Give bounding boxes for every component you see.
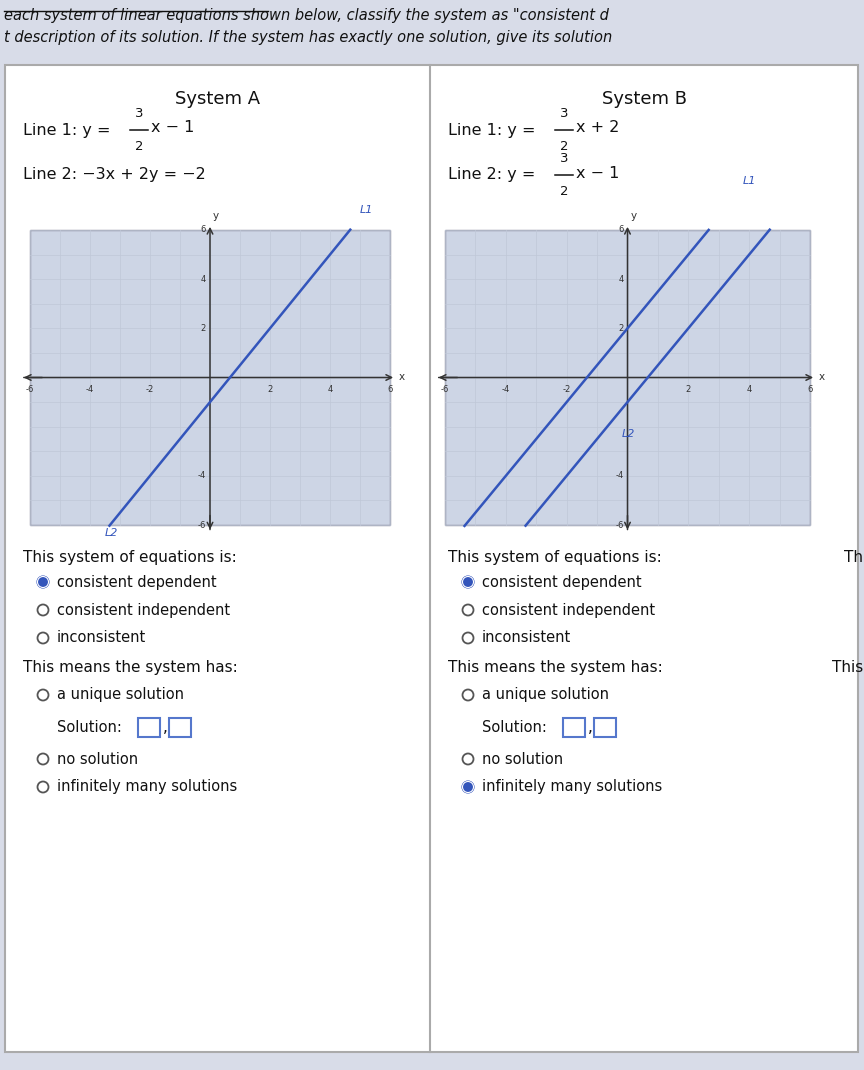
Text: x − 1: x − 1	[576, 166, 619, 181]
Text: x: x	[399, 372, 405, 382]
Text: infinitely many solutions: infinitely many solutions	[482, 780, 662, 795]
Bar	[594, 718, 616, 736]
Text: x + 2: x + 2	[576, 121, 619, 136]
Text: a unique solution: a unique solution	[482, 688, 609, 703]
Text: Solution:: Solution:	[482, 719, 547, 734]
Text: L2: L2	[105, 529, 118, 538]
Text: -6: -6	[441, 384, 449, 394]
Text: 6: 6	[387, 384, 392, 394]
Text: Th: Th	[844, 550, 863, 565]
Text: 3: 3	[560, 107, 569, 120]
Text: infinitely many solutions: infinitely many solutions	[57, 780, 238, 795]
Text: inconsistent: inconsistent	[482, 630, 571, 645]
Text: L1: L1	[743, 175, 757, 186]
Text: -6: -6	[26, 384, 35, 394]
Text: no solution: no solution	[482, 751, 563, 766]
Text: -4: -4	[86, 384, 94, 394]
Text: Line 2: −3x + 2y = −2: Line 2: −3x + 2y = −2	[23, 168, 206, 183]
Text: 6: 6	[200, 226, 206, 234]
Bar	[138, 718, 160, 736]
Text: 2: 2	[686, 384, 691, 394]
Text: ,: ,	[163, 719, 168, 734]
Text: consistent dependent: consistent dependent	[482, 575, 642, 590]
Text: System B: System B	[601, 90, 687, 108]
Bar	[445, 230, 810, 525]
Text: -4: -4	[198, 471, 206, 480]
Text: consistent independent: consistent independent	[482, 602, 655, 617]
Text: inconsistent: inconsistent	[57, 630, 146, 645]
Text: 6: 6	[618, 226, 624, 234]
Text: 2: 2	[560, 185, 569, 198]
Text: -4: -4	[615, 471, 624, 480]
Text: a unique solution: a unique solution	[57, 688, 184, 703]
Text: 2: 2	[135, 140, 143, 153]
Text: 4: 4	[619, 275, 624, 284]
Text: 2: 2	[200, 324, 206, 333]
Text: Solution:: Solution:	[57, 719, 122, 734]
Text: L1: L1	[360, 205, 373, 215]
Text: 6: 6	[807, 384, 813, 394]
Text: x: x	[819, 372, 825, 382]
Text: Line 1: y =: Line 1: y =	[448, 122, 536, 138]
Text: each system of linear equations shown below, classify the system as "consistent : each system of linear equations shown be…	[4, 7, 609, 22]
Text: -2: -2	[562, 384, 571, 394]
Text: consistent independent: consistent independent	[57, 602, 230, 617]
Text: 3: 3	[560, 152, 569, 165]
Bar	[169, 718, 191, 736]
Text: -2: -2	[146, 384, 154, 394]
Text: This system of equations is:: This system of equations is:	[23, 550, 237, 565]
Text: 4: 4	[746, 384, 752, 394]
Circle shape	[462, 577, 473, 587]
Bar	[30, 230, 390, 525]
Text: y: y	[631, 211, 637, 221]
Text: 3: 3	[135, 107, 143, 120]
Text: System A: System A	[175, 90, 260, 108]
Text: -4: -4	[502, 384, 510, 394]
Text: Line 1: y =: Line 1: y =	[23, 122, 111, 138]
Text: L2: L2	[621, 429, 635, 439]
Text: This: This	[832, 660, 863, 675]
Text: no solution: no solution	[57, 751, 138, 766]
Text: 2: 2	[560, 140, 569, 153]
Text: This means the system has:: This means the system has:	[23, 660, 238, 675]
Text: Line 2: y =: Line 2: y =	[448, 168, 536, 183]
Circle shape	[462, 781, 473, 793]
Text: consistent dependent: consistent dependent	[57, 575, 217, 590]
Bar	[563, 718, 585, 736]
Text: x − 1: x − 1	[151, 121, 194, 136]
Text: This system of equations is:: This system of equations is:	[448, 550, 662, 565]
Text: -6: -6	[198, 520, 206, 530]
Text: This means the system has:: This means the system has:	[448, 660, 663, 675]
Circle shape	[37, 577, 48, 587]
Text: ,: ,	[588, 719, 593, 734]
Text: 4: 4	[327, 384, 333, 394]
Text: 2: 2	[619, 324, 624, 333]
Text: y: y	[213, 211, 219, 221]
Text: 4: 4	[200, 275, 206, 284]
Text: 2: 2	[267, 384, 273, 394]
Text: -6: -6	[615, 520, 624, 530]
Text: t description of its solution. If the system has exactly one solution, give its : t description of its solution. If the sy…	[4, 30, 613, 45]
